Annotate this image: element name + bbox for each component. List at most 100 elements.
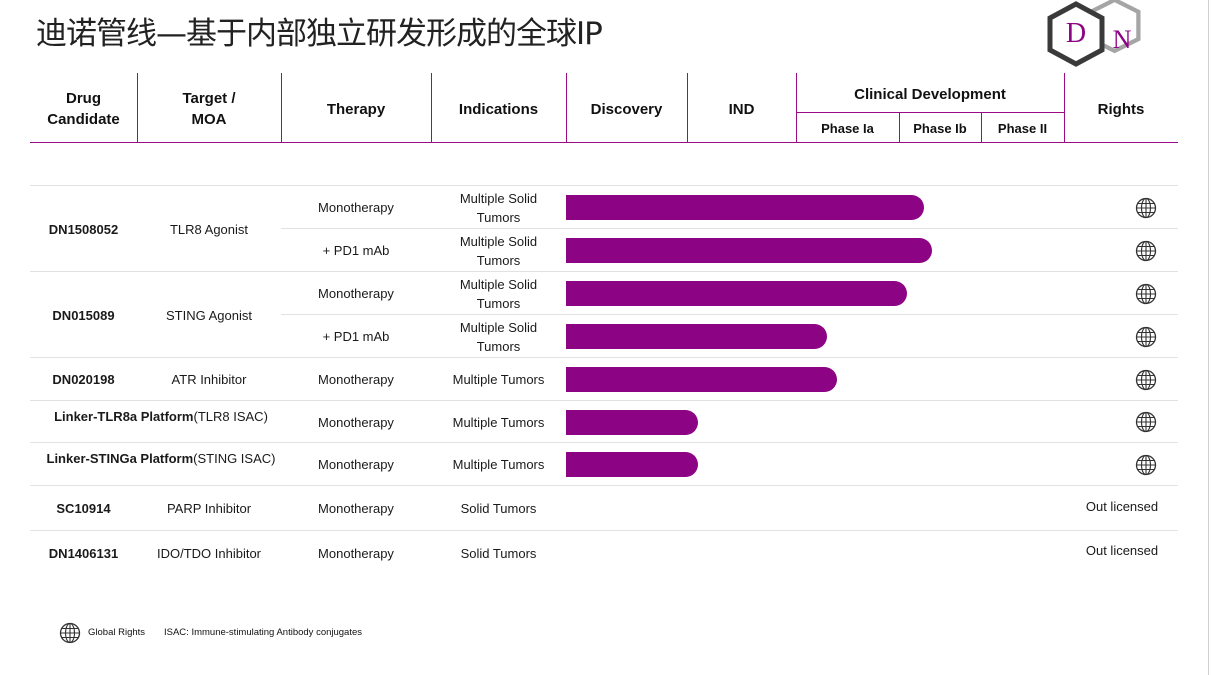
header-rights: Rights (1097, 100, 1145, 118)
page-title: 迪诺管线—基于内部独立研发形成的全球IP (36, 16, 603, 52)
row-separator (30, 400, 1178, 401)
candidate-target: (STING ISAC) (193, 451, 276, 466)
indication: Solid Tumors (431, 531, 566, 575)
row-separator (281, 228, 1178, 229)
progress-bar (566, 409, 698, 435)
target-moa: TLR8 Agonist (169, 221, 249, 237)
drug-candidate: DN1508052 (48, 221, 119, 237)
row-separator (30, 485, 1178, 486)
header-indications: Indications (458, 100, 539, 118)
col-divider (687, 73, 688, 143)
globe-icon (1135, 283, 1157, 304)
therapy: Monotherapy (318, 501, 394, 516)
indication: Multiple Tumors (431, 443, 566, 486)
header-drug-candidate: Drug Candidate (47, 90, 120, 128)
indication-line: Tumors (476, 252, 521, 268)
header-discovery: Discovery (590, 100, 663, 118)
legend-global-rights: Global Rights (88, 627, 146, 638)
globe-icon (1135, 411, 1157, 433)
row-separator (281, 314, 1178, 315)
therapy: Monotherapy (318, 286, 394, 301)
drug-candidate: DN015089 (52, 307, 115, 323)
progress-bar (566, 324, 827, 349)
globe-icon (1135, 454, 1157, 475)
indication: Multiple Solid Tumors (431, 229, 566, 272)
target-moa: IDO/TDO Inhibitor (156, 545, 262, 561)
indication-line: Multiple Solid (459, 233, 538, 249)
col-divider (431, 73, 432, 143)
indication: Solid Tumors (431, 486, 566, 531)
row-separator (30, 442, 1178, 443)
drug-candidate: Linker-STINGa Platform (STING ISAC) (30, 437, 292, 480)
drug-candidate: SC10914 (56, 501, 111, 516)
legend-isac-note: ISAC: Immune-stimulating Antibody conjug… (164, 627, 363, 638)
therapy: Monotherapy (318, 545, 394, 561)
target-moa: PARP Inhibitor (166, 501, 252, 516)
indication-line: Solid Tumors (460, 545, 537, 561)
slide-right-border (1208, 0, 1209, 675)
therapy: Monotherapy (318, 414, 394, 430)
therapy: Monotherapy (318, 457, 394, 472)
rights-status: Out licensed (1085, 498, 1159, 514)
drug-candidate: DN020198 (52, 372, 115, 387)
indication: Multiple Solid Tumors (431, 186, 566, 229)
indication-line: Multiple Solid (459, 190, 538, 206)
progress-bar (566, 452, 698, 477)
target-moa: STING Agonist (166, 307, 252, 323)
indication-line: Tumors (476, 338, 521, 354)
col-divider (1064, 73, 1065, 143)
therapy: + PD1 mAb (322, 329, 390, 344)
clinical-subheader-line (796, 112, 1064, 113)
candidate-name: Linker-TLR8a Platform (54, 408, 194, 424)
header-ind: IND (728, 100, 755, 118)
therapy: Monotherapy (318, 372, 394, 387)
indication-line: Multiple Solid (459, 319, 538, 335)
header-therapy: Therapy (326, 100, 386, 118)
header-phase-ii: Phase II (997, 120, 1048, 136)
indication-line: Multiple Tumors (452, 414, 545, 430)
indication-line: Tumors (476, 209, 521, 225)
candidate-target: (TLR8 ISAC) (193, 408, 268, 424)
candidate-name: Linker-STINGa Platform (46, 451, 194, 466)
indication-line: Solid Tumors (460, 501, 537, 516)
globe-icon (1135, 326, 1157, 347)
col-divider (566, 73, 567, 143)
row-separator (30, 530, 1178, 531)
indication-line: Tumors (476, 295, 521, 311)
row-separator (30, 357, 1178, 358)
col-divider (981, 113, 982, 143)
indication: Multiple Solid Tumors (431, 272, 566, 315)
col-divider (796, 73, 797, 143)
indication-line: Multiple Solid (459, 276, 538, 292)
progress-bar (566, 281, 908, 306)
drug-candidate: Linker-TLR8a Platform (TLR8 ISAC) (30, 395, 292, 437)
row-separator (30, 271, 1178, 272)
logo-letter-n: N (1113, 25, 1132, 54)
globe-icon (1135, 240, 1157, 261)
header-phase-ia: Phase Ia (821, 120, 874, 136)
header-phase-ib: Phase Ib (913, 120, 967, 136)
col-divider (137, 73, 138, 143)
target-moa: ATR Inhibitor (171, 372, 247, 387)
row-separator (30, 185, 1178, 186)
drug-candidate: DN1406131 (48, 545, 119, 561)
logo-letter-d: D (1066, 18, 1086, 49)
rights-status: Out licensed (1085, 543, 1159, 558)
indication: Multiple Tumors (431, 358, 566, 401)
indication: Multiple Tumors (431, 401, 566, 443)
progress-bar (566, 238, 932, 263)
col-divider (281, 73, 282, 143)
indication-line: Multiple Tumors (452, 457, 545, 472)
company-logo: D N (1047, 0, 1141, 67)
therapy: Monotherapy (318, 200, 394, 215)
progress-bar (566, 195, 924, 220)
globe-icon (59, 622, 81, 644)
col-divider (899, 113, 900, 143)
globe-icon (1135, 369, 1157, 390)
therapy: + PD1 mAb (322, 243, 390, 258)
globe-icon (1135, 197, 1157, 218)
header-clinical-development: Clinical Development (854, 85, 1006, 103)
header-target-moa: Target / MOA (182, 90, 236, 128)
indication: Multiple Solid Tumors (431, 315, 566, 358)
